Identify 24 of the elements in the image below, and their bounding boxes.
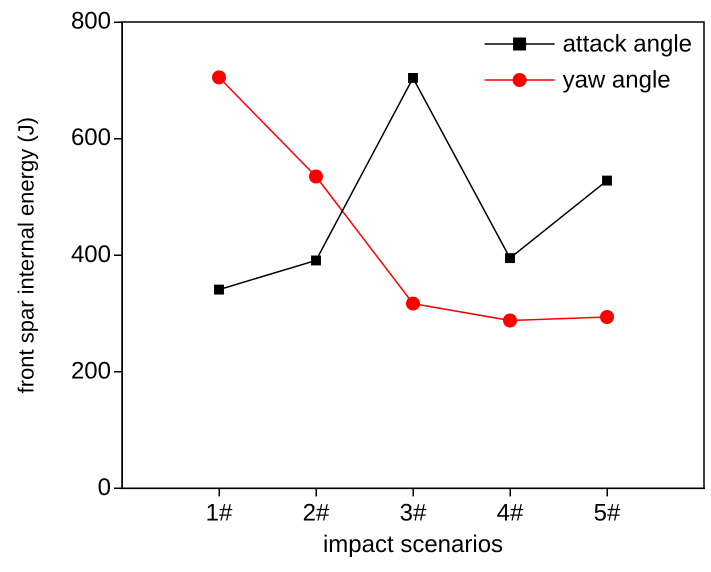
point <box>406 296 420 311</box>
y-tick-label: 800 <box>70 8 111 35</box>
x-axis-title: impact scenarios <box>322 531 504 558</box>
point <box>408 73 418 83</box>
y-tick-label: 400 <box>70 240 111 268</box>
x-tick-label: 2# <box>302 499 330 526</box>
point <box>602 176 612 186</box>
y-tick-label: 200 <box>70 357 111 384</box>
y-axis-title: front spar internal energy (J) <box>13 117 38 394</box>
legend-label: yaw angle <box>562 66 671 94</box>
point <box>212 70 226 84</box>
x-tick-label: 1# <box>206 499 233 526</box>
x-tick-label: 3# <box>400 499 427 526</box>
point <box>311 256 321 266</box>
y-tick-label: 600 <box>70 124 111 152</box>
x-tick-label: 4# <box>496 499 524 526</box>
legend-label: attack angle <box>562 30 692 58</box>
point <box>214 284 224 295</box>
point <box>505 253 515 264</box>
y-tick-label: 0 <box>98 474 111 502</box>
x-tick-label: 5# <box>594 499 621 526</box>
point <box>600 310 614 324</box>
point <box>309 169 323 184</box>
point <box>503 313 517 328</box>
